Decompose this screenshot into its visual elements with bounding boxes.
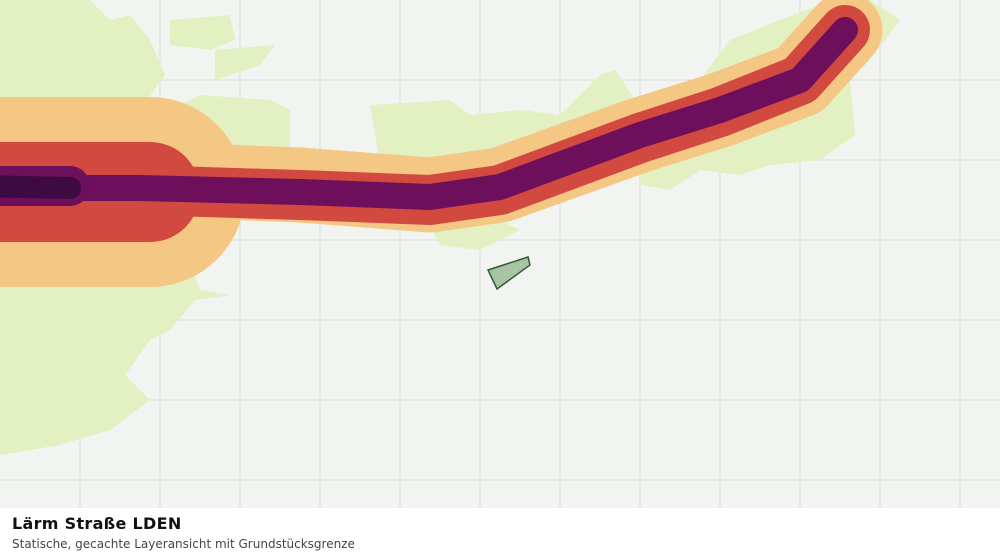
- map: [0, 0, 1000, 508]
- noise-band-max: [0, 175, 81, 199]
- title: Lärm Straße LDEN: [12, 514, 182, 533]
- noise-band-very-high: [0, 17, 858, 210]
- caption: Lärm Straße LDEN Statische, gecachte Lay…: [0, 508, 1000, 560]
- subtitle: Statische, gecachte Layeransicht mit Gru…: [12, 537, 355, 551]
- parcel-boundary: [486, 256, 531, 291]
- noise-bands: [0, 0, 883, 287]
